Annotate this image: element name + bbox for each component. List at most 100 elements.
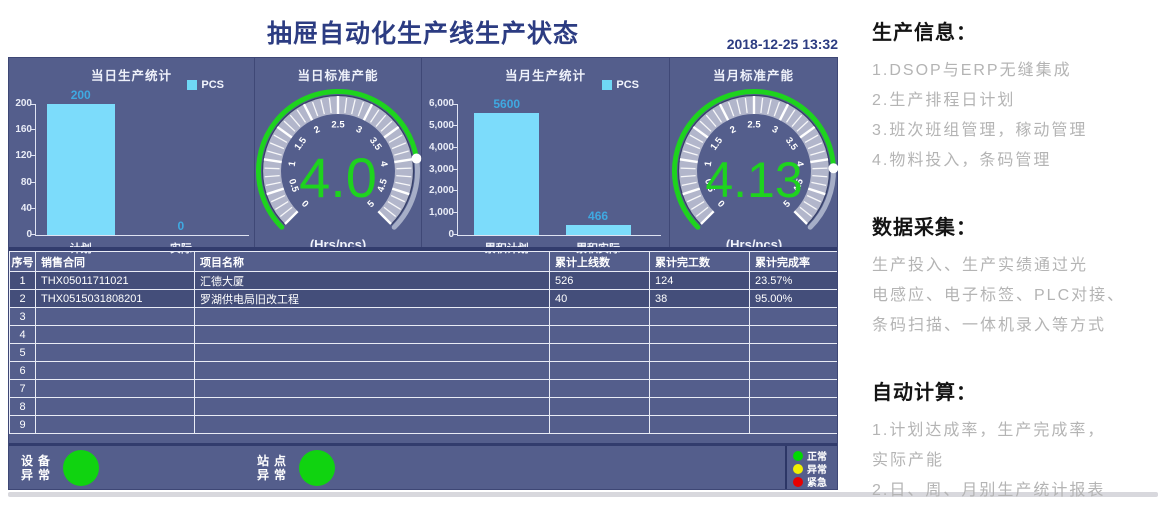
y-axis-tick-label: 160 <box>15 124 32 136</box>
charts-row: 当日生产统计 PCS 0 40 80 120 160 200 200 计划 0 … <box>9 58 838 255</box>
y-axis-tick-label: 120 <box>15 150 32 162</box>
y-axis-tick <box>453 234 458 235</box>
table-cell: 7 <box>9 379 36 398</box>
table-cell: 罗湖供电局旧改工程 <box>194 289 550 308</box>
status-legend-item: 紧急 <box>793 475 837 489</box>
table-cell <box>749 397 837 416</box>
device-status-light-icon <box>63 449 100 486</box>
horizontal-scrollbar[interactable] <box>8 492 1158 497</box>
table-row: 3 <box>9 307 837 326</box>
y-axis-tick-label: 200 <box>15 98 32 109</box>
sidebar-section-heading: 生产信息： <box>872 22 977 44</box>
table-cell: 38 <box>649 289 750 308</box>
bar-value-label: 5600 <box>493 97 521 111</box>
svg-text:2: 2 <box>728 124 738 136</box>
table-cell <box>35 307 195 326</box>
y-axis-tick-label: 2,000 <box>428 185 454 197</box>
table-cell: 40 <box>549 289 650 308</box>
site-status-light-icon <box>299 449 336 486</box>
sidebar-text-line: 3.班次班组管理，稼动管理 <box>872 122 1088 139</box>
table-cell <box>194 397 550 416</box>
y-axis-tick <box>31 181 36 183</box>
table-cell: 2 <box>9 289 36 308</box>
gauge-pointer-dot <box>827 163 838 174</box>
column-header: 销售合同 <box>35 251 195 272</box>
table-cell <box>749 325 837 344</box>
device-status-label-line: 异常 <box>21 467 56 482</box>
table-cell <box>194 415 550 434</box>
table-cell <box>649 415 750 434</box>
svg-text:4.5: 4.5 <box>375 177 390 194</box>
svg-text:2.5: 2.5 <box>331 120 345 131</box>
monthly-production-chart: 当月生产统计 PCS 0 1,000 2,000 3,000 4,000 5,0… <box>421 58 669 255</box>
column-header: 累计完工数 <box>649 251 750 272</box>
bar-value-label: 200 <box>70 88 91 102</box>
table-row: 2 THX0515031808201 罗湖供电局旧改工程 40 38 95.00% <box>9 289 837 308</box>
table-cell <box>194 361 550 380</box>
column-header: 项目名称 <box>194 251 550 272</box>
sidebar-text-line: 2.生产排程日计划 <box>872 92 1016 109</box>
y-axis-tick-label: 6,000 <box>428 98 454 109</box>
table-cell <box>35 361 195 380</box>
table-cell <box>194 307 550 326</box>
sidebar-text-line: 生产投入、生产实绩通过光 <box>872 257 1089 274</box>
table-cell: 4 <box>9 325 36 344</box>
site-status-label: 站点 异常 <box>257 454 291 482</box>
bar <box>46 104 115 235</box>
svg-text:3.5: 3.5 <box>782 135 799 153</box>
y-axis-tick <box>453 104 458 105</box>
gauge-title: 当日标准产能 <box>297 69 379 83</box>
device-status: 设备 异常 <box>21 446 100 489</box>
column-header: 累计上线数 <box>549 251 650 272</box>
y-axis-tick <box>31 234 36 235</box>
table-cell <box>194 343 550 362</box>
table-cell <box>35 379 195 398</box>
svg-text:3: 3 <box>770 124 780 136</box>
y-axis-tick <box>453 190 458 192</box>
chart-title: 当日生产统计 <box>90 69 172 83</box>
svg-text:4: 4 <box>378 160 390 168</box>
chart-title: 当月生产统计 <box>504 69 586 83</box>
table-row: 7 <box>9 379 837 398</box>
projects-table: 序号 销售合同 项目名称 累计上线数 累计完工数 累计完成率 1 THX0501171102… <box>9 247 837 446</box>
table-cell: 9 <box>9 415 36 434</box>
device-status-label: 设备 异常 <box>21 454 55 482</box>
svg-text:0: 0 <box>299 198 311 210</box>
y-axis-tick-label: 1,000 <box>428 207 454 219</box>
svg-text:1: 1 <box>287 160 299 168</box>
column-header: 累计完成率 <box>749 251 837 272</box>
y-axis-tick-label: 5,000 <box>428 119 454 131</box>
bar <box>474 113 540 235</box>
svg-text:2.5: 2.5 <box>747 120 761 131</box>
table-cell <box>649 343 750 362</box>
y-axis-tick <box>453 124 458 126</box>
status-legend-label: 异常 <box>807 465 827 476</box>
table-cell <box>649 397 750 416</box>
bar-value-label: 466 <box>588 209 609 223</box>
daily-capacity-gauge: 当日标准产能 0 0.5 1 1.5 2 2.5 3 3.5 4 4.5 5 4.0 (Hrs/pcs) <box>254 58 422 252</box>
table-cell <box>549 325 650 344</box>
info-sidebar: 生产信息： 1.DSOP与ERP无缝集成 2.生产排程日计划 3.班次班组管理，稼动… <box>872 20 1164 506</box>
table-cell <box>649 379 750 398</box>
sidebar-section: 生产信息： 1.DSOP与ERP无缝集成 2.生产排程日计划 3.班次班组管理，稼动… <box>872 20 1164 176</box>
table-cell: 汇德大厦 <box>194 271 550 290</box>
table-cell: 124 <box>649 271 750 290</box>
table-cell: 23.57% <box>749 271 837 290</box>
table-cell <box>749 379 837 398</box>
bar-plot: 0 1,000 2,000 3,000 4,000 5,000 6,000 56… <box>429 97 661 255</box>
status-legend: 正常 异常 紧急 <box>785 446 837 489</box>
status-legend-label: 正常 <box>807 452 827 463</box>
chart-legend: PCS <box>602 79 639 91</box>
sidebar-text-line: 1.DSOP与ERP无缝集成 <box>872 62 1072 79</box>
table-cell <box>749 343 837 362</box>
bar-value-label: 0 <box>177 219 185 233</box>
gauge-value: 4.13 <box>705 152 802 208</box>
y-axis-tick <box>31 104 36 105</box>
svg-text:4: 4 <box>793 160 805 168</box>
status-dot-icon <box>793 476 803 487</box>
table-row: 6 <box>9 361 837 380</box>
table-cell <box>194 379 550 398</box>
table-cell: 526 <box>549 271 650 290</box>
dashboard-panel: 当日生产统计 PCS 0 40 80 120 160 200 200 计划 0 … <box>8 57 838 490</box>
gauge-value: 4.0 <box>299 146 377 209</box>
